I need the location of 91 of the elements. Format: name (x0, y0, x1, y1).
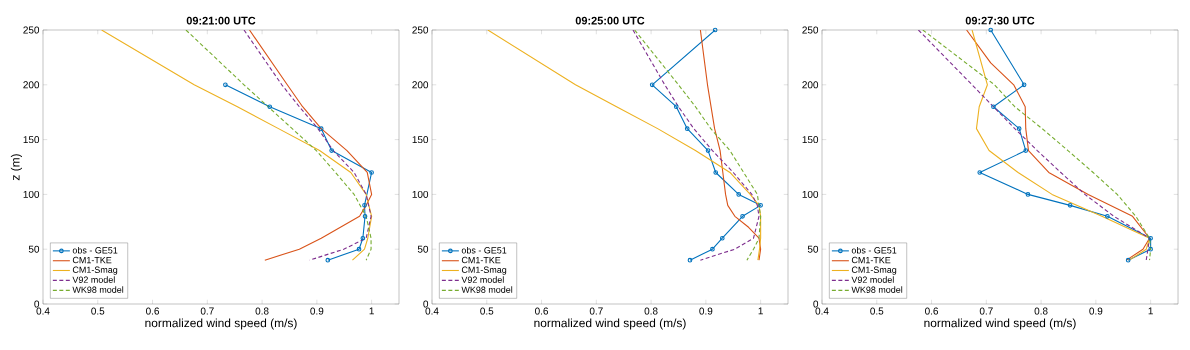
point (329, 148, 334, 153)
y-tick-label: 0 (813, 300, 819, 308)
point (684, 126, 690, 131)
y-tick-label: 0 (34, 300, 40, 308)
y-tick-label: 250 (802, 26, 819, 34)
legend-label: CM1-Smag (461, 266, 507, 275)
x-tick-label: 0.4 (425, 307, 439, 315)
y-tick-label: 50 (417, 245, 429, 253)
y-tick-label: 150 (23, 136, 40, 144)
x-tick-label: 0.6 (146, 307, 160, 315)
x-axis-title: normalized wind speed (m/s) (924, 318, 1076, 330)
legend-label: V92 model (72, 276, 115, 283)
legend-label: obs - GE51 (851, 246, 897, 254)
point (267, 104, 273, 110)
legend-label: CM1-Smag (851, 266, 897, 275)
legend-label: obs - GE51 (72, 246, 118, 254)
y-tick-label: 150 (802, 136, 819, 144)
y-tick-label: 250 (23, 26, 40, 34)
point (360, 235, 366, 241)
x-tick-label: 0.9 (1089, 307, 1103, 315)
point (318, 126, 324, 131)
legend-label: CM1-TKE (72, 256, 112, 264)
y-tick-label: 100 (23, 190, 40, 198)
line-series (185, 30, 372, 261)
point (362, 213, 368, 219)
x-tick-label: 0.8 (644, 307, 658, 315)
x-tick-label: 0.9 (310, 307, 324, 315)
point (740, 213, 745, 219)
point (719, 235, 725, 241)
x-tick-label: 1 (1148, 307, 1153, 315)
point (369, 170, 374, 175)
legend-label: CM1-TKE (461, 256, 501, 264)
x-tick-label: 0.5 (91, 307, 105, 315)
point (1023, 148, 1029, 153)
x-tick-label: 0.6 (925, 307, 939, 315)
x-tick-label: 1 (758, 307, 763, 315)
x-tick-label: 1 (369, 307, 374, 315)
point (758, 203, 763, 208)
point (977, 170, 983, 175)
x-tick-label: 0.6 (535, 307, 549, 315)
line-series (699, 30, 762, 261)
y-tick-label: 150 (412, 136, 429, 144)
x-tick-label: 0.9 (699, 307, 713, 315)
y-axis-title: z (m) (10, 154, 22, 181)
legend-label: WK98 model (461, 286, 513, 293)
legend-label: CM1-TKE (851, 256, 891, 264)
x-axis-title: normalized wind speed (m/s) (145, 318, 297, 330)
point (1148, 235, 1153, 241)
point (1021, 82, 1027, 88)
point (356, 246, 362, 252)
point (649, 82, 655, 88)
y-tick-label: 50 (807, 245, 819, 253)
point (1016, 126, 1022, 131)
legend-label: V92 model (461, 276, 504, 283)
y-tick-label: 0 (423, 300, 429, 308)
x-axis-title: normalized wind speed (m/s) (534, 318, 686, 330)
chart-title: 09:27:30 UTC (965, 16, 1035, 25)
x-tick-label: 0.8 (255, 307, 269, 315)
point (991, 104, 996, 110)
y-tick-label: 100 (802, 190, 819, 198)
point (1067, 203, 1073, 208)
x-tick-label: 0.8 (1034, 307, 1048, 315)
point (362, 203, 367, 208)
x-tick-label: 0.7 (589, 307, 603, 315)
point (1148, 246, 1153, 252)
x-tick-label: 0.4 (36, 307, 50, 315)
x-tick-label: 0.5 (870, 307, 884, 315)
point (1105, 213, 1110, 219)
y-tick-label: 100 (412, 190, 429, 198)
chart-title: 09:21:00 UTC (186, 16, 256, 25)
y-tick-label: 200 (802, 81, 819, 89)
y-tick-label: 200 (23, 81, 40, 89)
y-tick-label: 250 (412, 26, 429, 34)
legend-label: WK98 model (72, 286, 124, 293)
x-tick-label: 0.7 (200, 307, 214, 315)
legend-label: WK98 model (851, 286, 903, 293)
point (705, 148, 711, 153)
legend-label: V92 model (851, 276, 894, 283)
legend-label: CM1-Smag (72, 266, 118, 275)
point (1025, 192, 1031, 197)
y-tick-label: 200 (412, 81, 429, 89)
legend-label: obs - GE51 (461, 246, 507, 254)
point (713, 170, 719, 175)
y-tick-label: 50 (28, 245, 40, 253)
x-tick-label: 0.5 (480, 307, 494, 315)
point (710, 246, 715, 252)
chart-title: 09:25:00 UTC (575, 16, 645, 25)
x-tick-label: 0.4 (815, 307, 829, 315)
x-tick-label: 0.7 (979, 307, 993, 315)
point (673, 104, 679, 110)
point (736, 192, 742, 197)
